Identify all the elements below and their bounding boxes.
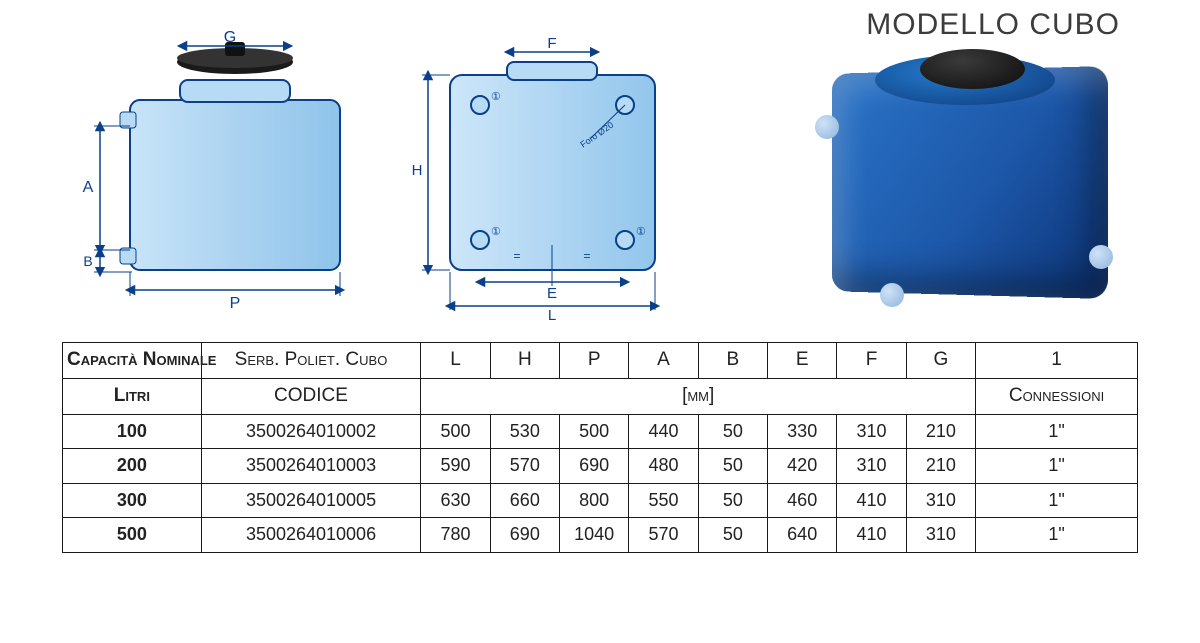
- table-cell: 420: [768, 449, 837, 484]
- product-title: MODELLO CUBO: [866, 8, 1120, 42]
- col-code: Serb. Poliet. Cubo: [201, 343, 421, 379]
- spec-table: Capacità Nominale Serb. Poliet. Cubo L H…: [62, 342, 1138, 553]
- outlet-mark: ①: [491, 226, 501, 238]
- col-h: H: [490, 343, 559, 379]
- table-cell: 690: [560, 449, 629, 484]
- product-photo: [805, 45, 1135, 320]
- col-a: A: [629, 343, 698, 379]
- table-cell: 410: [837, 483, 906, 518]
- dim-label-b: B: [83, 253, 92, 269]
- table-cell: 570: [629, 518, 698, 553]
- col-e: E: [768, 343, 837, 379]
- side-drawing: ① ① ① Foro Ø20 F H = = E: [395, 20, 685, 320]
- dim-label-e: E: [547, 285, 557, 302]
- table-cell: 630: [421, 483, 490, 518]
- table-cell: 3500264010003: [201, 449, 421, 484]
- table-cell: 3500264010002: [201, 414, 421, 449]
- table-cell: 800: [560, 483, 629, 518]
- sub-mm: [mm]: [421, 378, 976, 414]
- table-cell: 310: [906, 483, 975, 518]
- col-l: L: [421, 343, 490, 379]
- front-drawing: G A B P: [70, 20, 360, 320]
- table-cell: 50: [698, 449, 767, 484]
- table-cell: 330: [768, 414, 837, 449]
- table-cell: 500: [63, 518, 202, 553]
- table-cell: 1040: [560, 518, 629, 553]
- sub-codice: CODICE: [201, 378, 421, 414]
- table-cell: 50: [698, 414, 767, 449]
- table-cell: 590: [421, 449, 490, 484]
- table-cell: 530: [490, 414, 559, 449]
- dim-label-f: F: [547, 35, 556, 52]
- table-cell: 570: [490, 449, 559, 484]
- col-conn: 1: [976, 343, 1138, 379]
- table-cell: 50: [698, 518, 767, 553]
- col-g: G: [906, 343, 975, 379]
- col-capacity: Capacità Nominale: [63, 343, 202, 379]
- equal-mark: =: [583, 249, 590, 263]
- table-cell: 3500264010006: [201, 518, 421, 553]
- table-cell: 690: [490, 518, 559, 553]
- table-cell: 500: [560, 414, 629, 449]
- table-cell: 480: [629, 449, 698, 484]
- equal-mark: =: [513, 249, 520, 263]
- dim-label-l: L: [548, 307, 556, 324]
- table-cell: 310: [837, 449, 906, 484]
- col-b: B: [698, 343, 767, 379]
- table-cell: 50: [698, 483, 767, 518]
- table-cell: 500: [421, 414, 490, 449]
- table-cell: 310: [837, 414, 906, 449]
- table-cell: 460: [768, 483, 837, 518]
- dim-label-g: G: [224, 29, 236, 46]
- table-cell: 1": [976, 483, 1138, 518]
- table-cell: 660: [490, 483, 559, 518]
- table-cell: 3500264010005: [201, 483, 421, 518]
- dim-label-h: H: [412, 162, 423, 179]
- table-row: 1003500264010002500530500440503303102101…: [63, 414, 1138, 449]
- sub-conn: Connessioni: [976, 378, 1138, 414]
- table-header-row-2: Litri CODICE [mm] Connessioni: [63, 378, 1138, 414]
- table-cell: 1": [976, 449, 1138, 484]
- table-cell: 100: [63, 414, 202, 449]
- table-cell: 550: [629, 483, 698, 518]
- table-row: 3003500264010005630660800550504604103101…: [63, 483, 1138, 518]
- table-cell: 210: [906, 414, 975, 449]
- col-p: P: [560, 343, 629, 379]
- table-cell: 640: [768, 518, 837, 553]
- table-row: 5003500264010006780690104057050640410310…: [63, 518, 1138, 553]
- table-cell: 1": [976, 518, 1138, 553]
- col-f: F: [837, 343, 906, 379]
- dim-label-p: P: [230, 295, 241, 312]
- sub-litri: Litri: [63, 378, 202, 414]
- table-cell: 310: [906, 518, 975, 553]
- outlet-mark: ①: [636, 226, 646, 238]
- table-cell: 440: [629, 414, 698, 449]
- table-cell: 1": [976, 414, 1138, 449]
- outlet-mark: ①: [491, 91, 501, 103]
- dim-label-a: A: [83, 179, 94, 196]
- table-cell: 200: [63, 449, 202, 484]
- table-cell: 780: [421, 518, 490, 553]
- table-header-row-1: Capacità Nominale Serb. Poliet. Cubo L H…: [63, 343, 1138, 379]
- table-cell: 300: [63, 483, 202, 518]
- table-cell: 410: [837, 518, 906, 553]
- table-cell: 210: [906, 449, 975, 484]
- table-row: 2003500264010003590570690480504203102101…: [63, 449, 1138, 484]
